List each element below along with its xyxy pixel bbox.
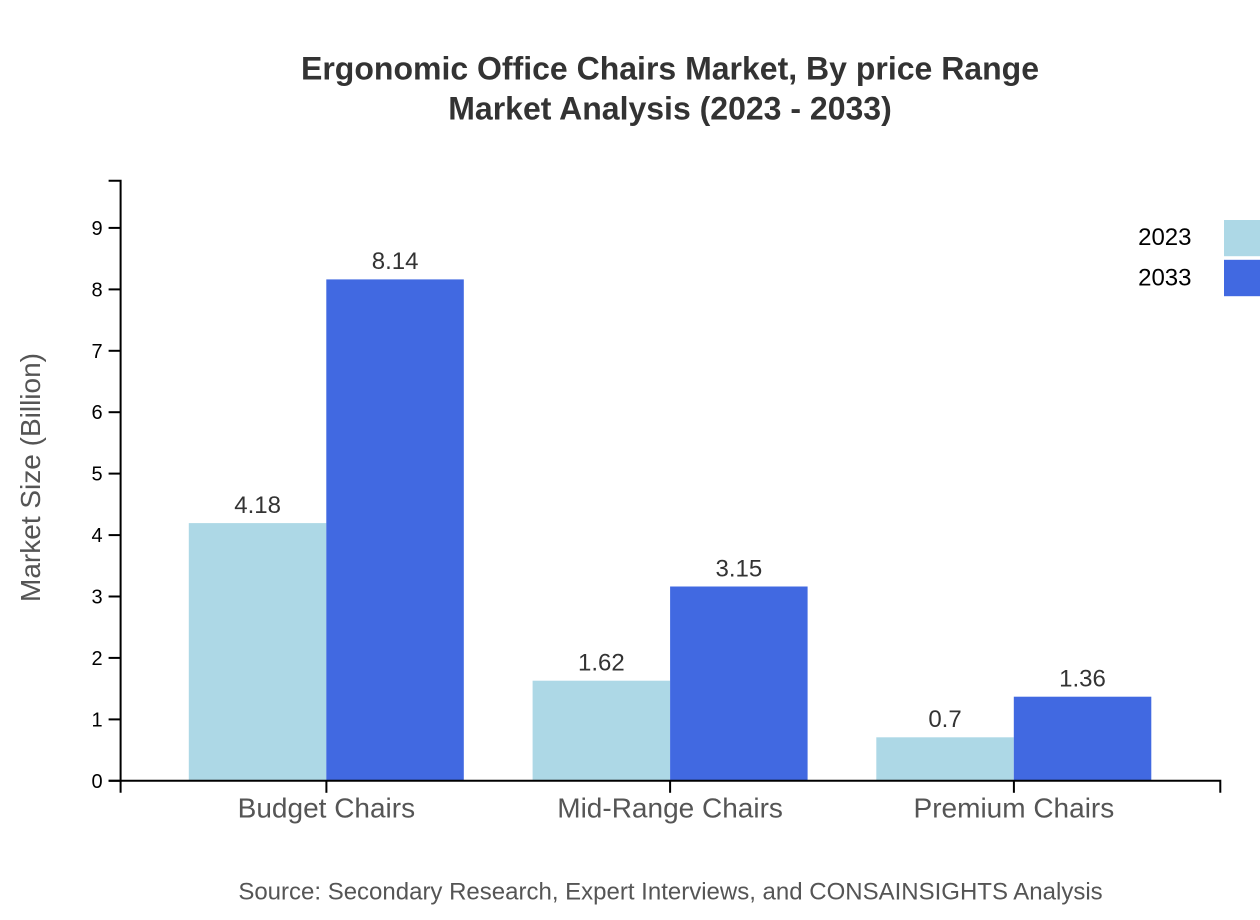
svg-text:8.14: 8.14 bbox=[372, 248, 419, 275]
svg-text:Premium Chairs: Premium Chairs bbox=[914, 793, 1115, 824]
svg-text:Budget Chairs: Budget Chairs bbox=[238, 793, 415, 824]
svg-text:0.7: 0.7 bbox=[928, 706, 961, 733]
svg-text:2023: 2023 bbox=[1138, 224, 1191, 251]
svg-text:7: 7 bbox=[91, 341, 102, 363]
svg-text:2033: 2033 bbox=[1138, 264, 1191, 291]
svg-text:Ergonomic Office Chairs Market: Ergonomic Office Chairs Market, By price… bbox=[301, 51, 1039, 87]
svg-text:3: 3 bbox=[91, 587, 102, 609]
svg-text:5: 5 bbox=[91, 464, 102, 486]
svg-text:Market Size (Billion): Market Size (Billion) bbox=[15, 353, 46, 602]
svg-text:8: 8 bbox=[91, 279, 102, 301]
svg-text:0: 0 bbox=[91, 771, 102, 793]
svg-text:Market Analysis (2023 - 2033): Market Analysis (2023 - 2033) bbox=[448, 90, 892, 126]
svg-text:3.15: 3.15 bbox=[716, 555, 763, 582]
svg-text:4: 4 bbox=[91, 525, 102, 547]
svg-text:9: 9 bbox=[91, 218, 102, 240]
svg-text:2: 2 bbox=[91, 648, 102, 670]
svg-text:1.62: 1.62 bbox=[578, 650, 625, 677]
svg-text:Mid-Range Chairs: Mid-Range Chairs bbox=[557, 793, 783, 824]
svg-text:1: 1 bbox=[91, 709, 102, 731]
svg-text:Source: Secondary Research, Ex: Source: Secondary Research, Expert Inter… bbox=[238, 879, 1102, 906]
svg-text:6: 6 bbox=[91, 402, 102, 424]
svg-text:4.18: 4.18 bbox=[234, 492, 281, 519]
svg-text:1.36: 1.36 bbox=[1059, 666, 1106, 693]
